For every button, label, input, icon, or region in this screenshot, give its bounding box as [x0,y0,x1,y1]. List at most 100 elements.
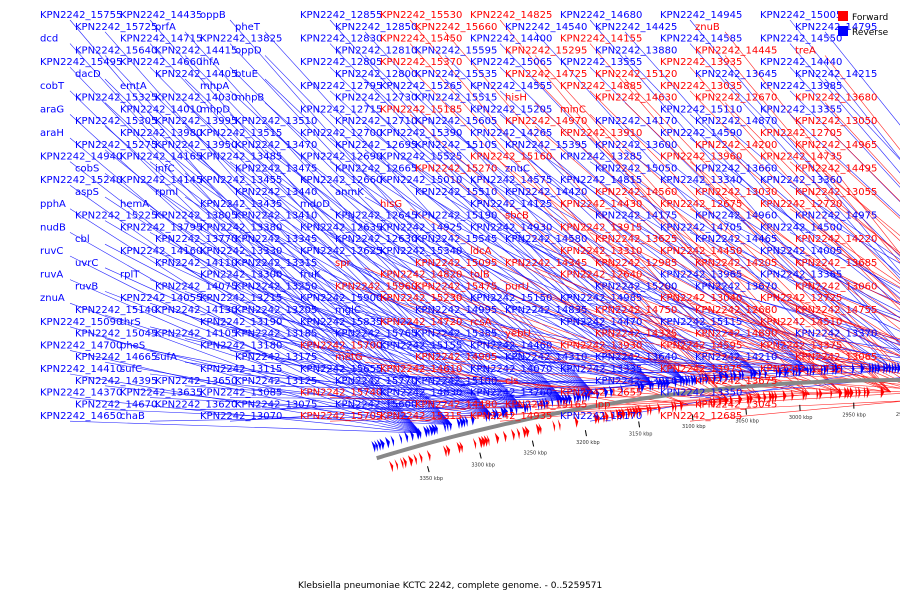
label-leader-line [724,243,900,322]
label-leader-line [534,385,842,394]
feature-arrow [601,411,606,423]
gene-label: KPN2242_15100 [415,376,497,387]
gene-label: znuC [505,163,530,174]
label-leader-line [364,314,686,382]
scale-tick-label: 3000 kbp [789,415,813,421]
feature-arrow [704,372,709,385]
gene-label: KPN2242_14595 [660,340,742,351]
label-leader-line [589,255,891,393]
gene-label: KPN2242_14345 [505,258,587,269]
feature-arrow [445,420,449,432]
feature-arrow [528,400,531,413]
feature-arrow [595,387,600,400]
gene-label: KPN2242_15770 [335,376,417,387]
gene-label: KPN2242_14325 [595,329,677,340]
gene-label: ruvA [40,270,63,281]
gene-label: KPN2242_15005 [760,10,842,21]
feature-arrow [679,399,683,412]
gene-label: KPN2242_14075 [155,281,237,292]
feature-arrow [458,416,464,429]
label-leader-line [789,302,900,342]
gene-label: KPN2242_14220 [795,234,877,245]
feature-arrow [795,365,798,377]
gene-label: KPN2242_14440 [760,57,842,68]
feature-arrow [823,363,827,376]
gene-label: KPN2242_14410 [40,364,122,375]
feature-arrow [718,371,723,383]
feature-arrow [511,428,515,441]
feature-arrow [586,389,591,402]
gene-label: KPN2242_13360 [760,175,842,186]
label-leader-line [824,243,900,288]
gene-label: KPN2242_13380 [200,222,282,233]
feature-arrow [883,362,886,375]
label-leader-line [589,326,891,369]
gene-label: KPN2242_14055 [120,293,202,304]
gene-label: KPN2242_15655 [300,364,382,375]
label-leader-line [789,350,900,371]
gene-label: KPN2242_15190 [415,211,497,222]
feature-arrow [426,425,430,437]
gene-label: KPN2242_14540 [505,22,587,33]
gene-label: KPN2242_12730 [335,93,417,104]
label-leader-line [329,373,654,386]
feature-arrow [771,390,775,403]
gene-label: KPN2242_12715 [300,104,382,115]
label-leader-line [104,149,452,425]
label-leader-line [789,184,900,260]
feature-arrow [724,394,729,407]
gene-label: KPN2242_14460 [470,340,552,351]
gene-label: hemA [120,199,149,210]
label-leader-line [624,78,900,370]
feature-arrow [415,428,421,440]
genome-rings [371,362,900,473]
feature-arrow [733,369,737,382]
label-leader-line [589,19,891,369]
gene-label: KPN2242_14215 [795,69,877,80]
gene-label: KPN2242_13620 [155,399,237,410]
feature-arrow [665,377,670,390]
gene-label: KPN2242_15740 [300,388,382,399]
gene-label: araH [40,128,64,139]
gene-label: KPN2242_12695 [335,140,417,151]
feature-arrow [648,379,652,392]
feature-arrows [371,362,900,473]
gene-label: KPN2242_14720 [380,317,462,328]
label-leader-line [824,291,900,323]
feature-arrow [699,373,702,386]
feature-arrow [500,406,506,419]
gene-label: KPN2242_13340 [660,175,742,186]
gene-label: KPN2242_15390 [380,128,462,139]
label-leader-line [409,232,727,377]
gene-label: KPN2242_13965 [660,270,742,281]
gene-label: mhpD [200,104,230,115]
gene-label: KPN2242_14630 [595,93,677,104]
label-leader-line [149,137,492,416]
label-leader-line [499,232,809,371]
label-leader-line [184,291,524,409]
label-leader-line [104,314,452,425]
label-leader-line [229,255,564,400]
scale-tick-label: 3150 kbp [629,431,653,437]
feature-arrow [635,405,639,418]
gene-label: KPN2242_14395 [75,376,157,387]
feature-arrow [792,365,795,378]
feature-arrow [806,364,809,377]
label-leader-line [534,102,842,394]
feature-arrow [535,423,541,436]
label-leader-line [789,137,900,242]
gene-label: KPN2242_15605 [415,116,497,127]
label-leader-line [69,184,422,434]
gene-label: KPN2242_15160 [470,152,552,163]
label-leader-line [329,90,654,386]
label-leader-line [689,161,900,330]
gene-label: KPN2242_13470 [235,140,317,151]
label-leader-line [624,291,900,363]
gene-label: KPN2242_13995 [155,116,237,127]
gene-label: mdoD [300,199,330,210]
gene-label: KPN2242_14450 [660,246,742,257]
label-leader-line [689,208,900,343]
label-leader-line [184,338,524,409]
gene-label: KPN2242_15110 [660,104,742,115]
gene-label: KPN2242_12625 [300,246,382,257]
